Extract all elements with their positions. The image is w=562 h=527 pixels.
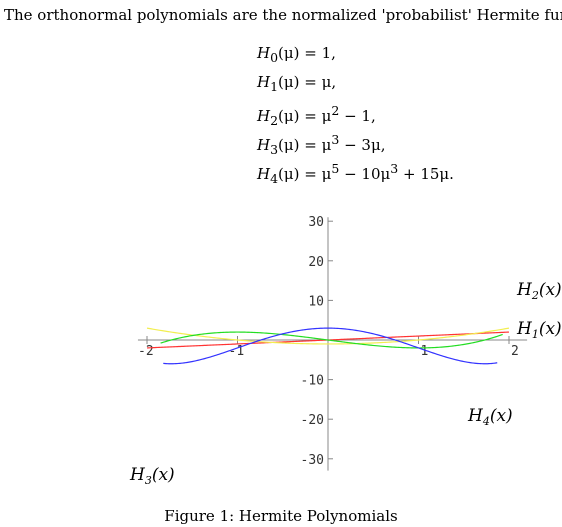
series-line-h3x: [160, 331, 503, 349]
curves: [146, 327, 510, 365]
series-labels: H1(x) H2(x) H3(x) H4(x): [129, 280, 562, 487]
y-tick-label: -10: [301, 374, 324, 389]
x-tick-label: -1: [229, 344, 245, 359]
series-label-h2x: H2(x): [516, 280, 562, 302]
figure-caption: Figure 1: Hermite Polynomials: [164, 507, 398, 525]
axes: -2 -1 1 2 30 20 10 -10 -20 -30: [137, 215, 528, 471]
series-label-h1x: H1(x): [516, 319, 562, 341]
equation-h3: H3(μ) = μ3 − 3μ,: [257, 132, 386, 157]
equation-h0: H0(μ) = 1,: [257, 44, 336, 65]
intro-text: The orthonormal polynomials are the norm…: [4, 6, 562, 24]
equation-h2: H2(μ) = μ2 − 1,: [257, 103, 376, 128]
y-tick-label: -20: [301, 413, 324, 428]
x-tick-label: 2: [511, 344, 519, 359]
equation-block: H0(μ) = 1, H1(μ) = μ, H2(μ) = μ2 − 1, H3…: [257, 44, 454, 189]
y-tick-label: -30: [301, 453, 324, 468]
x-tick-label: 1: [421, 344, 429, 359]
equation-h4: H4(μ) = μ5 − 10μ3 + 15μ.: [257, 161, 454, 186]
series-line-h4x: [163, 327, 498, 365]
equation-h1: H1(μ) = μ,: [257, 73, 337, 94]
series-label-h4x: H4(x): [467, 406, 513, 428]
x-tick-label: -2: [138, 344, 154, 359]
y-tick-label: 10: [308, 294, 324, 309]
hermite-plot: -2 -1 1 2 30 20 10 -10 -20 -30 H1(x) H2(x) H3(x) H4(…: [129, 215, 562, 487]
y-tick-label: 20: [308, 255, 324, 270]
series-line-h2x: [146, 327, 510, 345]
y-tick-label: 30: [308, 215, 324, 230]
series-label-h3x: H3(x): [129, 465, 175, 487]
